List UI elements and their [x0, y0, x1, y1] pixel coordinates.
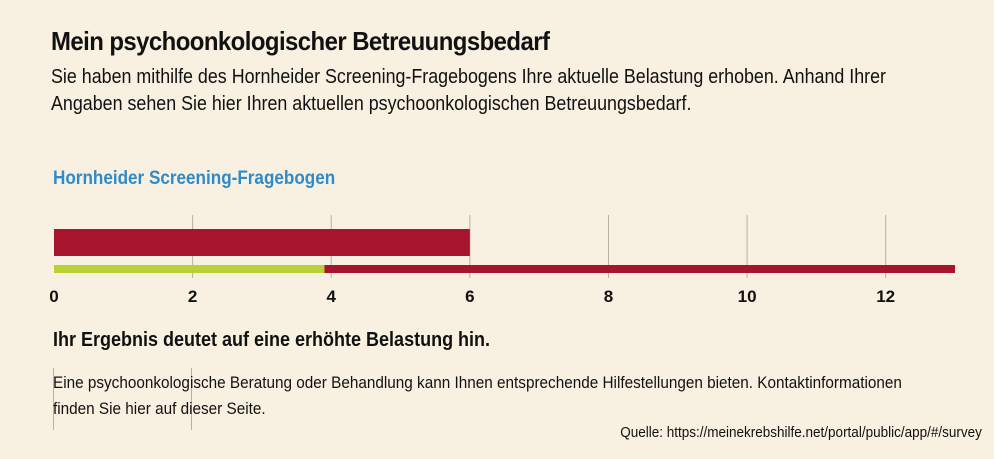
advice-text: Eine psychoonkologische Beratung oder Be…: [53, 373, 902, 418]
scale-bar-high: [324, 265, 955, 273]
tick-label: 6: [465, 287, 474, 306]
page-title: Mein psychoonkologischer Betreuungsbedar…: [51, 26, 550, 56]
chart-heading: Hornheider Screening-Fragebogen: [53, 168, 336, 189]
divider-line: [53, 368, 54, 430]
score-bar: [54, 229, 470, 256]
scale-bar-low: [54, 265, 325, 273]
tick-label: 0: [49, 287, 58, 306]
score-chart: 0 2 4 6 8 10 12: [49, 215, 955, 306]
tick-label: 10: [738, 287, 757, 306]
tick-label: 12: [876, 287, 895, 306]
tick-label: 8: [604, 287, 613, 306]
divider-line: [191, 368, 192, 430]
tick-label: 4: [326, 287, 336, 306]
source-citation: Quelle: https://meinekrebshilfe.net/port…: [620, 424, 982, 441]
intro-text: Sie haben mithilfe des Hornheider Screen…: [51, 66, 887, 115]
tick-label: 2: [188, 287, 197, 306]
result-headline: Ihr Ergebnis deutet auf eine erhöhte Bel…: [53, 329, 491, 351]
